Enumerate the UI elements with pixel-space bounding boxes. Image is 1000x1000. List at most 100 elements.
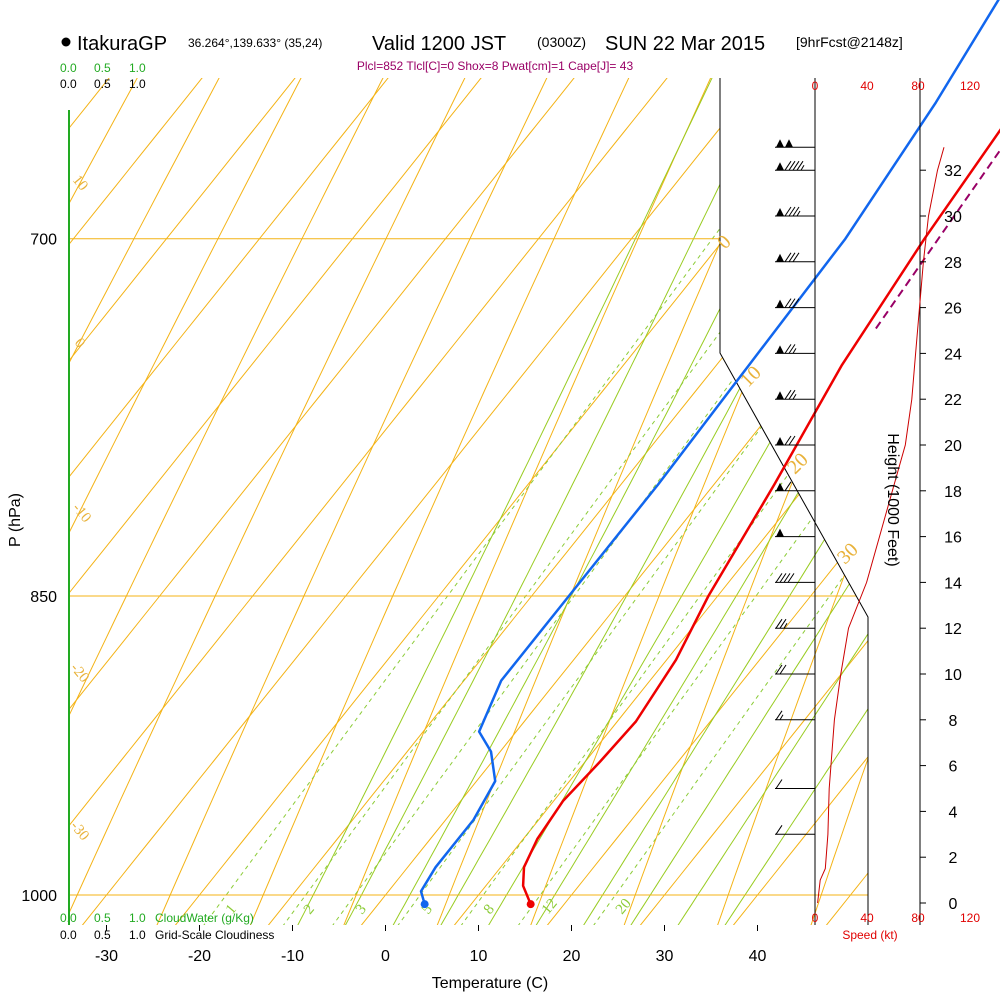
theta-label: -10: [69, 500, 94, 526]
cloudwater-scale-bottom-1: 0.5: [94, 911, 111, 925]
isotherm-line: [499, 78, 868, 925]
height-tick-label: 10: [944, 667, 962, 684]
wind-barb-feather: [784, 298, 792, 308]
surface-temperature-point: [526, 900, 535, 909]
surface-dewpoint-point: [420, 900, 429, 909]
wind-barb-feather: [784, 344, 792, 354]
cloudiness-scale-top-1: 0.5: [94, 77, 111, 91]
axes: -30-20-100102030402503004005007008501000…: [21, 163, 962, 965]
wind-barb-feather: [788, 389, 796, 400]
station-dot-icon: [61, 37, 71, 47]
x-tick-label: 10: [470, 948, 488, 965]
cloudiness-scale-top-2: 1.0: [129, 77, 146, 91]
x-axis-title: Temperature (C): [432, 975, 548, 992]
dry-adiabat-line: [319, 78, 868, 925]
mixing-ratio-line: [239, 78, 868, 925]
wind-barb-flag: [776, 139, 784, 148]
wind-barb-feather: [788, 298, 796, 308]
mixing-ratio-line: [475, 78, 868, 925]
moist-adiabat-line: [452, 78, 868, 925]
height-tick-label: 22: [944, 392, 962, 409]
wind-barb-feather: [775, 618, 783, 629]
wind-barb-flag: [776, 437, 784, 445]
cloudiness-scale-bottom-0: 0.0: [60, 928, 77, 942]
wind-barb-flag: [776, 345, 784, 354]
cloudiness-scale-top-0: 0.0: [60, 77, 77, 91]
x-tick-label: -20: [188, 948, 211, 965]
wind-barb-half-feather: [783, 622, 788, 629]
wind-barb-feather: [784, 206, 792, 217]
wind-barb-feather: [775, 825, 783, 835]
dry-adiabat-line: [886, 0, 1000, 985]
wind-barb-flag: [785, 139, 793, 148]
moist-adiabat-line: [638, 78, 868, 925]
moist-adiabat-line: [592, 78, 868, 925]
isotherm-line: [69, 78, 868, 925]
dry-adiabat-line: [413, 78, 868, 925]
isotherm-line: [406, 78, 868, 925]
pressure-tick-label: 850: [30, 589, 57, 606]
wind-barb-feather: [775, 779, 783, 789]
valid-zulu: (0300Z): [537, 34, 586, 50]
theta-label: 0: [71, 335, 88, 351]
theta-label: 10: [69, 172, 91, 194]
height-tick-label: 18: [944, 484, 962, 501]
wind-barb-flag: [776, 253, 784, 262]
valid-time: Valid 1200 JST: [372, 33, 506, 55]
wind-barb-feather: [784, 389, 792, 400]
height-tick-label: 26: [944, 301, 962, 318]
stability-indices: Plcl=852 Tlcl[C]=0 Shox=8 Pwat[cm]=1 Cap…: [357, 59, 634, 73]
speed-bottom-80: 80: [911, 911, 925, 925]
mixing-ratio-label: 8: [481, 902, 498, 918]
height-tick-label: 16: [944, 530, 962, 547]
height-tick-label: 20: [944, 438, 962, 455]
height-tick-label: 14: [944, 575, 962, 592]
right-axis-title: Height (1000 Feet): [884, 433, 901, 566]
dewpoint-profile-line: [419, 0, 1000, 905]
speed-top-80: 80: [911, 79, 925, 93]
isotherm-line: [313, 78, 868, 925]
cloudwater-scale-top-0: 0.0: [60, 61, 77, 75]
moist-adiabat-line: [406, 78, 868, 925]
theta-label: -20: [67, 660, 92, 686]
dry-adiabat-line: [696, 78, 868, 925]
wind-barb-feather: [775, 710, 783, 721]
wind-barb-feather: [788, 435, 796, 446]
wind-barb-feather: [784, 160, 792, 171]
height-tick-label: 2: [949, 850, 958, 867]
wind-barb-flag: [776, 162, 784, 171]
station-coords: 36.264°,139.633° (35,24): [188, 36, 322, 50]
theta-right-label: 30: [833, 539, 863, 569]
x-tick-label: -10: [281, 948, 304, 965]
parcel-profile-line: [875, 148, 1000, 330]
speed-bottom-0: 0: [812, 911, 819, 925]
mixing-ratio-line: [159, 78, 868, 925]
mixing-ratio-line: [417, 78, 868, 925]
wind-barb-feather: [792, 206, 800, 217]
wind-barb-feather: [796, 160, 804, 171]
isotherm-line: [592, 78, 868, 925]
speed-top-120: 120: [960, 79, 980, 93]
cloudwater-scale-bottom-2: 1.0: [129, 911, 146, 925]
dry-adiabat-line: [224, 78, 868, 925]
wind-barb-feather: [792, 160, 800, 171]
mixing-ratio-line: [288, 78, 868, 925]
wind-barb-flag: [776, 528, 784, 537]
mixing-ratio-line: [354, 78, 868, 925]
height-tick-label: 28: [944, 255, 962, 272]
height-tick-label: 12: [944, 621, 962, 638]
height-tick-label: 0: [949, 896, 958, 913]
speed-axis-title: Speed (kt): [842, 928, 897, 942]
wind-barb-half-feather: [792, 348, 797, 354]
wind-barb-half-feather: [800, 164, 805, 171]
x-tick-label: 40: [749, 948, 767, 965]
